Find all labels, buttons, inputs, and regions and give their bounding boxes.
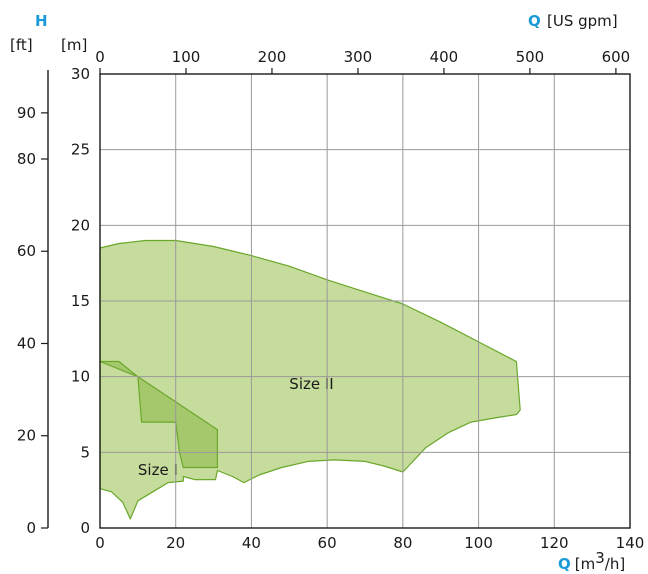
x-axis-unit-suffix: /h] [605,555,625,573]
x-axis-label: Q [m3/h] [558,549,625,573]
y-tick-label: 15 [71,292,90,310]
y-tick-label: 10 [71,368,90,386]
plot-frame [99,73,631,529]
x-tick-label: 0 [95,534,105,552]
y-tick-label: 5 [80,443,90,461]
y2-tick-label: 90 [17,104,36,122]
axis-labels: H [ft] [m] Q [US gpm] Q [m3/h] [10,12,625,573]
x-axis-letter: Q [558,555,571,573]
y2-axis-unit: [ft] [10,36,33,54]
y2-tick-label: 0 [26,519,36,537]
x-tick-label: 100 [464,534,493,552]
performance-regions: Size II Size I [99,239,521,520]
x2-tick-label: 200 [258,48,287,66]
y-tick-label: 20 [71,216,90,234]
y2-tick-label: 80 [17,150,36,168]
x-tick-label: 120 [540,534,569,552]
y-tick-label: 30 [71,65,90,83]
region-label-size-i: Size I [138,461,178,479]
x-tick-label: 60 [318,534,337,552]
x-tick-label: 140 [616,534,645,552]
x-axis-unit-prefix: [m [575,555,595,573]
x2-tick-label: 400 [430,48,459,66]
x2-tick-label: 600 [602,48,631,66]
x2-axis-unit: [US gpm] [547,12,618,30]
y-tick-label: 0 [80,519,90,537]
x-tick-label: 80 [393,534,412,552]
x2-tick-label: 100 [172,48,201,66]
y-axis-unit: [m] [61,36,87,54]
axes [41,68,631,529]
x-tick-label: 40 [242,534,261,552]
region-size-i [99,360,218,469]
x2-tick-label: 0 [95,48,105,66]
x2-tick-label: 300 [344,48,373,66]
y2-tick-label: 40 [17,335,36,353]
x2-axis-letter: Q [528,12,541,30]
region-label-size-ii: Size II [289,375,333,393]
x-axis-unit-superscript: 3 [595,549,605,567]
x2-tick-label: 500 [516,48,545,66]
y-axis-letter: H [35,12,48,30]
y2-tick-label: 60 [17,242,36,260]
y2-tick-label: 20 [17,427,36,445]
x-tick-label: 20 [166,534,185,552]
y-tick-label: 25 [71,141,90,159]
